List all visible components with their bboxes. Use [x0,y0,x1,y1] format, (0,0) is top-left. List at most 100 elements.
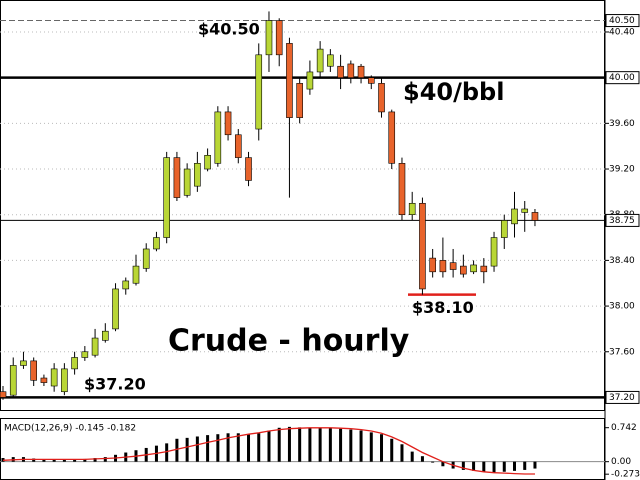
macd-bar [441,461,445,467]
candle-body [163,157,170,238]
candle-body [102,330,109,341]
candle-body [71,357,78,370]
macd-bar [236,433,240,462]
annotation: $40/bbl [403,78,504,106]
candle-body [388,111,396,164]
macd-bar [298,427,302,462]
macd-bar [195,436,199,462]
candle-body [0,391,7,398]
macd-bar [400,444,404,462]
candle-body [306,71,314,90]
candle-body [439,260,447,273]
candle-body [398,163,406,216]
candle-body [214,111,222,164]
signal-line [2,427,535,475]
macd-bar [523,461,527,470]
candle-body [81,351,89,358]
macd-bar [185,437,189,462]
candle-body [357,65,365,78]
annotation: $40.50 [198,20,260,39]
macd-bar [175,438,179,462]
macd-bar [339,428,343,462]
y-tick-label: 39.20 [609,165,635,175]
macd-bar [513,461,516,471]
macd-bar [369,432,373,462]
macd-bar [349,429,353,462]
y-tick-label: 40.40 [609,27,635,37]
y-tick-label: 0.00 [611,457,631,467]
candle-body [61,368,68,393]
macd-bar [533,461,537,469]
macd-bar [359,430,363,462]
macd-bar [420,456,424,462]
macd-bar [308,427,312,462]
macd-bar [247,434,251,462]
candle-body [234,134,242,158]
macd-bar [226,433,230,462]
y-tick-label: 37.60 [609,347,635,357]
level-label-box [605,14,640,28]
macd-bar [318,428,322,462]
candle-body [531,212,539,221]
annotation: Crude - hourly [168,324,410,359]
candle-body [245,157,252,181]
macd-bar [93,458,97,462]
candle-body [521,208,529,213]
candle-body [460,265,467,275]
candle-body [367,77,375,84]
level-label: 40.00 [609,73,635,83]
level-label-box [605,213,640,227]
macd-bar [83,458,87,462]
level-label: 37.20 [609,393,635,403]
macd-bar [73,459,77,462]
candle-body [419,202,426,290]
y-tick-label: 39.60 [609,119,635,129]
candle-body [327,54,334,67]
level-label: 40.50 [609,16,635,26]
macd-bar [52,459,56,462]
y-tick-label: -0.273 [611,470,640,480]
candle-body [490,237,498,267]
macd-bar [257,433,261,462]
macd-bar [492,461,496,473]
candle-body [122,280,130,290]
candle-body [142,248,150,269]
macd-bar [42,459,46,462]
candle-body [40,377,48,383]
candle-body [275,20,283,56]
y-tick-label: 0.742 [611,423,637,433]
y-tick-label: 38.00 [609,302,635,312]
macd-bar [482,461,486,472]
macd-bar [410,451,414,462]
candle-body [173,157,181,198]
candle-body [183,168,191,196]
macd-bar [277,427,281,462]
level-label-box [605,71,640,85]
candle-body [30,360,37,381]
macd-bar [431,461,435,463]
candle-body [153,237,160,250]
candle-body [132,265,140,284]
macd-bar [390,438,394,462]
candle-body [255,54,263,130]
macd-bar [502,461,506,472]
macd-bar [328,428,332,462]
candle-body [91,337,99,356]
candle-body [265,20,273,56]
macd-bar [267,430,271,462]
candle-body [20,360,27,366]
macd-title: MACD(12,26,9) -0.145 -0.182 [4,424,136,434]
macd-bar [165,443,169,462]
candle-body [112,288,119,330]
macd-bar [461,461,465,470]
candle-body [50,368,58,387]
support-label: $38.10 [412,298,474,317]
candle-body [378,83,385,113]
y-tick-label: 38.40 [609,256,635,266]
macd-bar [216,434,220,462]
candle-body [449,262,457,270]
annotation: $37.20 [84,375,146,394]
candle-body [286,43,293,118]
